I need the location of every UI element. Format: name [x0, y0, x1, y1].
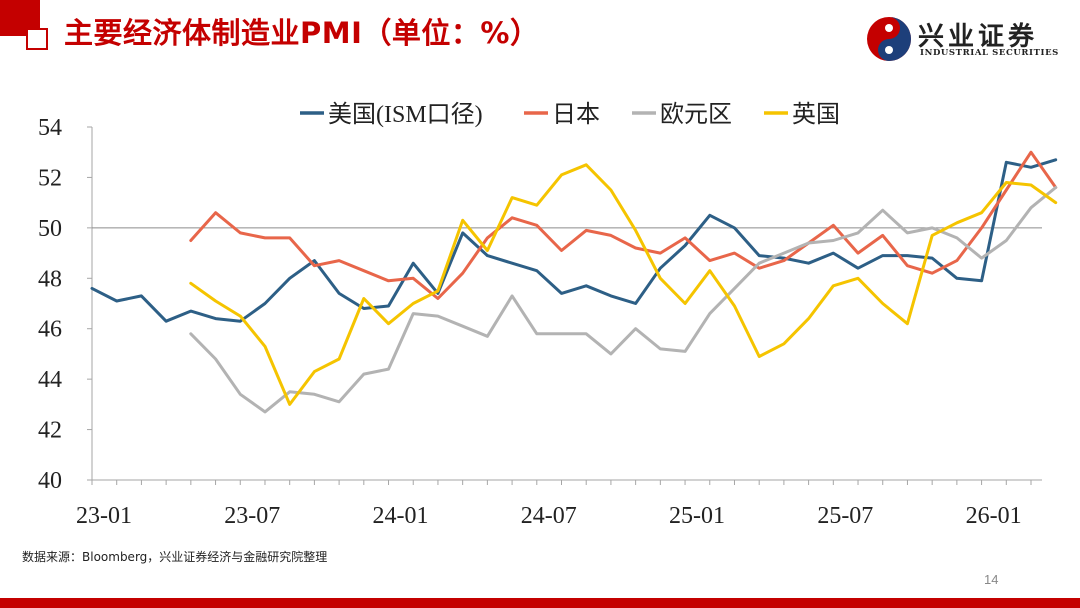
legend-label-1: 日本 — [552, 101, 600, 128]
y-tick-label: 44 — [38, 367, 62, 393]
y-tick-label: 40 — [38, 468, 62, 494]
x-tick-label: 24-07 — [521, 503, 577, 529]
x-tick-label: 26-01 — [966, 503, 1022, 529]
series-line-1 — [189, 150, 1058, 300]
legend-label-2: 欧元区 — [660, 101, 732, 128]
industrial-securities-logo-icon — [867, 17, 911, 61]
corner-box-icon — [26, 28, 48, 50]
y-tick-label: 54 — [38, 115, 62, 141]
y-tick-label: 48 — [38, 266, 62, 292]
x-tick-label: 25-07 — [817, 503, 873, 529]
legend-label-0: 美国(ISM口径) — [328, 101, 483, 128]
y-tick-label: 52 — [38, 165, 62, 191]
logo-text-cn: 兴业证券 — [918, 22, 1039, 52]
x-tick-label: 25-01 — [669, 503, 725, 529]
series-line-3 — [189, 163, 1058, 406]
y-tick-label: 46 — [38, 317, 62, 343]
series-line-0 — [90, 158, 1058, 323]
legend-label-3: 英国 — [792, 101, 840, 128]
brand-logo: 兴业证券 INDUSTRIAL SECURITIES — [866, 14, 1066, 64]
x-tick-label: 24-01 — [373, 503, 429, 529]
y-tick-label: 42 — [38, 418, 62, 444]
series-line-2 — [189, 186, 1058, 414]
data-source-note: 数据来源：Bloomberg，兴业证券经济与金融研究院整理 — [22, 550, 328, 564]
pmi-line-chart: 40 42 44 46 48 50 52 54 23-01 23-07 24-01 24-07 25-0… — [38, 101, 1058, 529]
slide-title: 主要经济体制造业PMI（单位：%） — [64, 16, 540, 50]
x-tick-label: 23-01 — [76, 503, 132, 529]
y-tick-label: 50 — [38, 216, 62, 242]
page-number: 14 — [984, 572, 999, 587]
logo-text-en: INDUSTRIAL SECURITIES — [920, 48, 1059, 58]
footer-bar — [0, 598, 1080, 608]
x-tick-label: 23-07 — [224, 503, 280, 529]
